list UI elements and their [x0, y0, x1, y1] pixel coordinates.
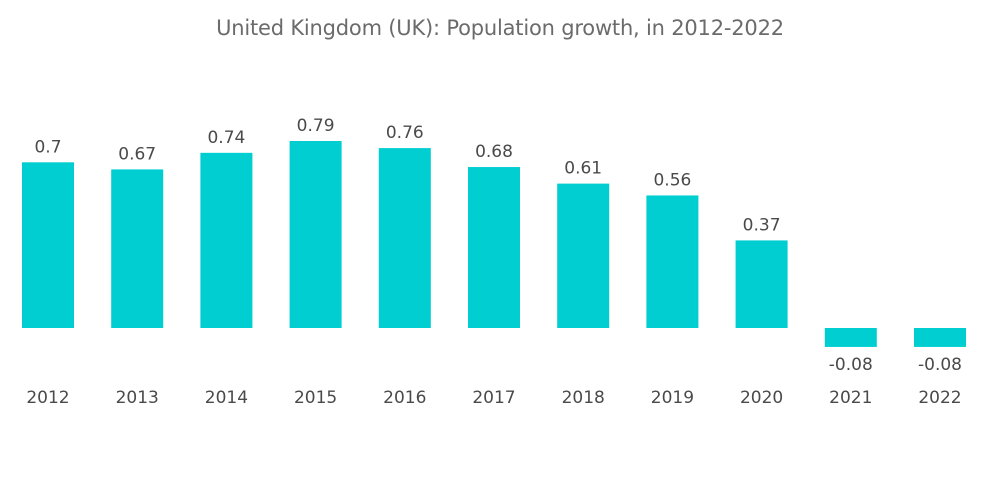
x-tick-label-2012: 2012 — [26, 388, 69, 408]
bar-2016 — [378, 148, 431, 328]
data-label-2013: 0.67 — [118, 144, 156, 164]
x-tick-label-2016: 2016 — [383, 388, 426, 408]
bar-2014 — [200, 152, 253, 328]
data-label-2022: -0.08 — [918, 355, 962, 375]
data-label-2016: 0.76 — [386, 123, 424, 143]
x-tick-label-2019: 2019 — [651, 388, 694, 408]
bar-2018 — [557, 183, 610, 328]
x-tick-label-2022: 2022 — [918, 388, 961, 408]
bar-2021 — [824, 328, 877, 347]
chart-title: United Kingdom (UK): Population growth, … — [216, 16, 784, 40]
data-label-2020: 0.37 — [743, 215, 781, 235]
data-label-2014: 0.74 — [207, 128, 245, 148]
bar-2013 — [111, 169, 164, 328]
data-label-2018: 0.61 — [564, 159, 602, 179]
x-tick-label-2020: 2020 — [740, 388, 783, 408]
x-tick-label-2018: 2018 — [562, 388, 605, 408]
data-label-2015: 0.79 — [297, 116, 335, 136]
x-tick-label-2014: 2014 — [205, 388, 248, 408]
data-label-2017: 0.68 — [475, 142, 513, 162]
x-tick-label-2021: 2021 — [829, 388, 872, 408]
x-tick-label-2017: 2017 — [472, 388, 515, 408]
bar-2022 — [914, 328, 966, 347]
x-tick-label-2015: 2015 — [294, 388, 337, 408]
data-label-2012: 0.7 — [34, 137, 61, 157]
bar-2017 — [468, 167, 520, 328]
bar-2012 — [22, 162, 74, 328]
bar-2019 — [646, 195, 699, 328]
data-label-2019: 0.56 — [653, 170, 691, 190]
bar-2015 — [289, 141, 342, 328]
data-label-2021: -0.08 — [829, 355, 873, 375]
bar-2020 — [735, 240, 788, 328]
x-tick-label-2013: 2013 — [116, 388, 159, 408]
